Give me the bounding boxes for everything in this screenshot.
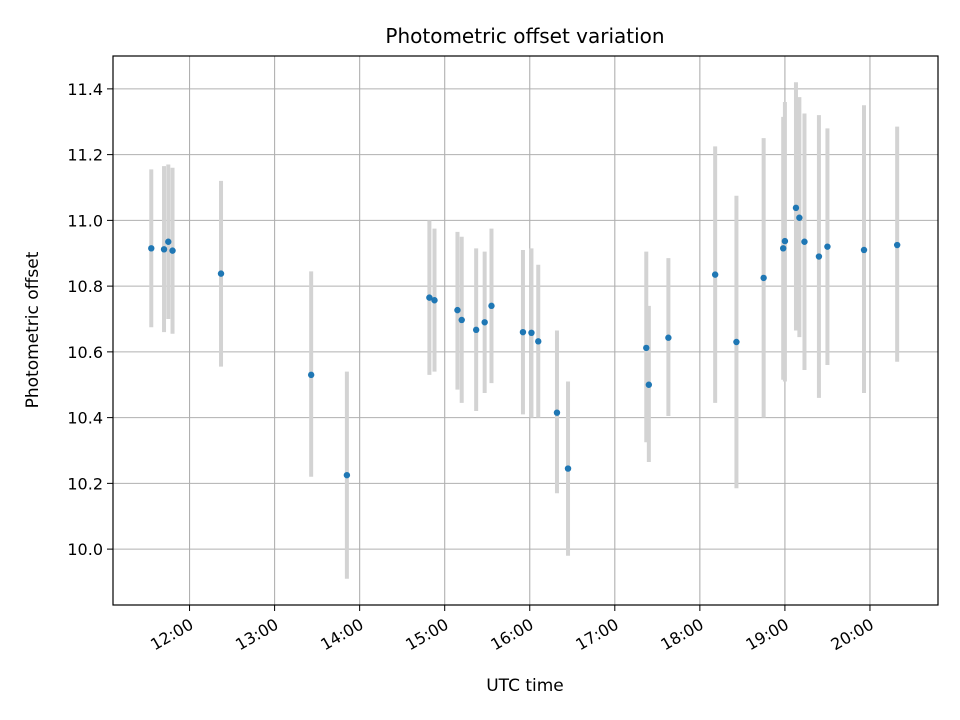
y-tick-label: 10.6: [67, 343, 103, 362]
data-point: [643, 344, 650, 352]
data-point: [458, 316, 465, 324]
data-point: [519, 328, 527, 336]
data-point: [535, 338, 542, 345]
data-point: [824, 243, 831, 250]
plot-frame: [112, 55, 939, 606]
data-point: [426, 294, 433, 301]
data-point: [160, 246, 168, 253]
data-point: [711, 271, 719, 278]
data-point: [488, 302, 495, 310]
data-point: [217, 270, 225, 277]
data-point: [472, 326, 480, 334]
y-tick-label: 11.2: [67, 146, 103, 165]
y-axis-label: Photometric offset: [23, 251, 43, 408]
data-point: [454, 306, 461, 314]
data-point: [343, 471, 351, 479]
chart-title: Photometric offset variation: [385, 24, 664, 48]
data-point: [815, 253, 823, 260]
data-point: [860, 246, 868, 254]
y-tick-label: 10.0: [67, 540, 103, 559]
data-point: [148, 245, 155, 252]
data-point: [801, 238, 808, 245]
x-axis-label: UTC time: [486, 676, 564, 696]
data-point: [481, 319, 488, 326]
data-point: [665, 334, 672, 341]
data-point: [553, 409, 561, 416]
y-tick-label: 10.8: [67, 277, 103, 296]
data-point: [431, 297, 438, 304]
y-tick-label: 11.4: [67, 80, 103, 99]
data-point: [760, 274, 767, 282]
data-point: [781, 237, 789, 245]
data-points: [148, 204, 901, 479]
data-point: [645, 381, 653, 388]
y-tick-label: 10.2: [67, 474, 103, 493]
data-point: [733, 338, 740, 346]
y-tick-label: 10.4: [67, 409, 103, 428]
data-point: [893, 241, 901, 249]
data-point: [165, 238, 172, 245]
data-point: [796, 214, 803, 221]
y-axis-ticks: 10.0 10.2 10.4 10.6 10.8 11.0 11.2 11.4: [67, 80, 113, 559]
data-point: [169, 247, 176, 254]
data-point: [792, 204, 800, 212]
data-point: [307, 371, 315, 379]
data-point: [528, 329, 535, 337]
y-tick-label: 11.0: [67, 211, 103, 230]
data-point: [780, 245, 787, 252]
data-point: [564, 465, 572, 472]
